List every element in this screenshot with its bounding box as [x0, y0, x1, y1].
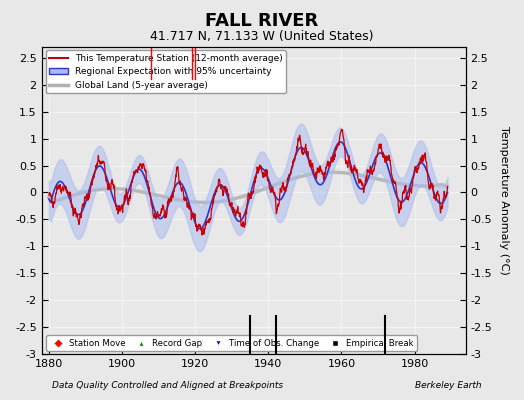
- Y-axis label: Temperature Anomaly (°C): Temperature Anomaly (°C): [499, 126, 509, 275]
- Text: Berkeley Earth: Berkeley Earth: [416, 381, 482, 390]
- Text: FALL RIVER: FALL RIVER: [205, 12, 319, 30]
- Text: Data Quality Controlled and Aligned at Breakpoints: Data Quality Controlled and Aligned at B…: [52, 381, 283, 390]
- Text: 41.717 N, 71.133 W (United States): 41.717 N, 71.133 W (United States): [150, 30, 374, 43]
- Legend: Station Move, Record Gap, Time of Obs. Change, Empirical Break: Station Move, Record Gap, Time of Obs. C…: [46, 335, 417, 351]
